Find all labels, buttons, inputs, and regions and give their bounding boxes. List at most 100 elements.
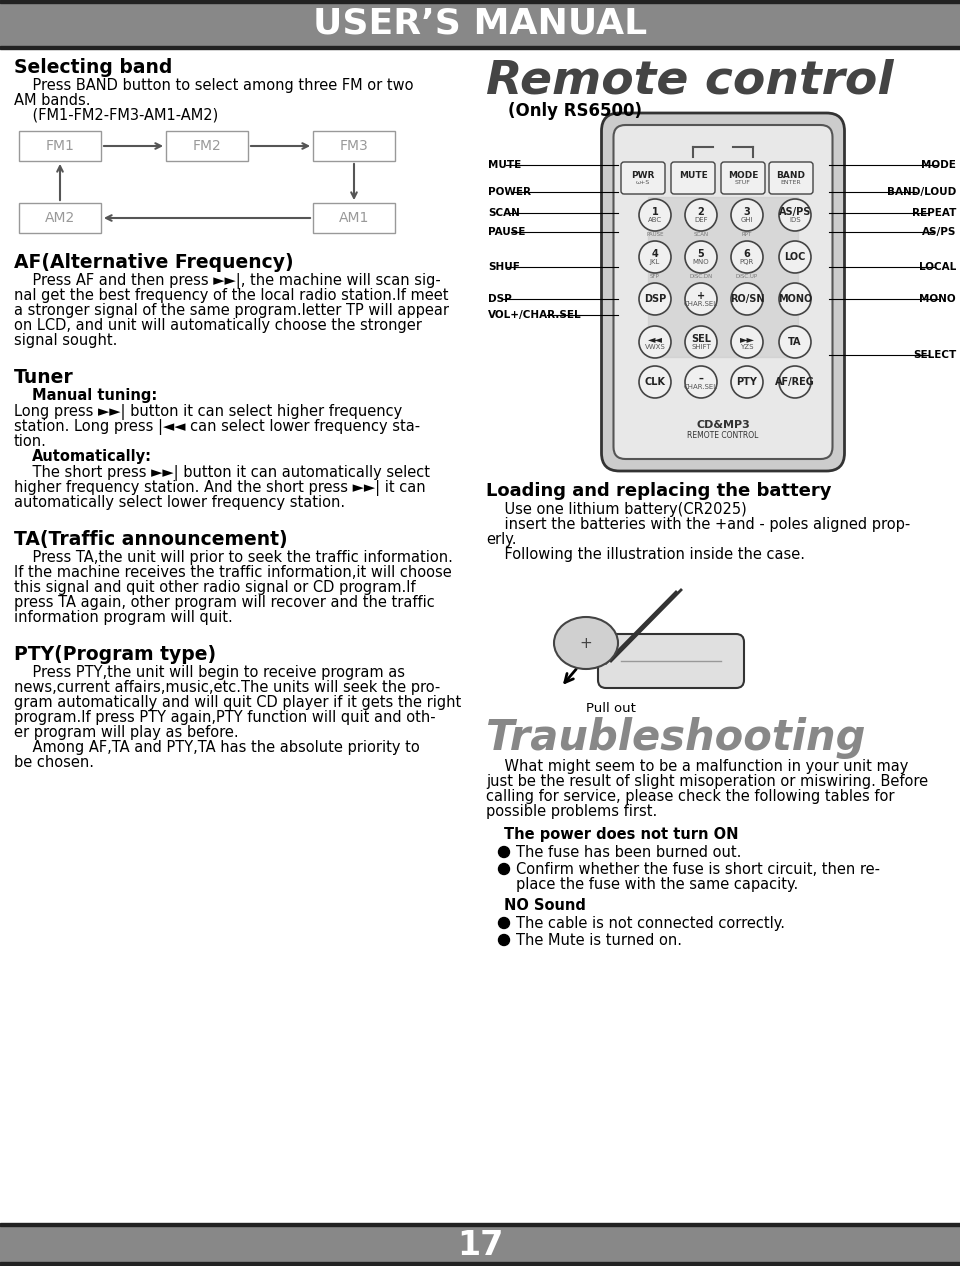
Circle shape [731,284,763,315]
Text: calling for service, please check the following tables for: calling for service, please check the fo… [486,789,895,804]
Bar [648,197,798,357]
Bar [0,0,960,3]
Text: Remote control: Remote control [486,58,894,103]
Text: AF/REG: AF/REG [775,377,815,387]
Text: PTY(Program type): PTY(Program type) [14,644,216,663]
Circle shape [685,366,717,398]
Text: NO Sound: NO Sound [504,898,586,913]
Circle shape [498,934,510,946]
Text: SHUF: SHUF [488,262,520,272]
Text: CLK: CLK [644,377,665,387]
Text: LOC: LOC [784,252,805,262]
Text: 17: 17 [457,1229,503,1262]
Text: Press TA,the unit will prior to seek the traffic information.: Press TA,the unit will prior to seek the… [14,549,453,565]
Text: this signal and quit other radio signal or CD program.If: this signal and quit other radio signal … [14,580,416,595]
Circle shape [685,284,717,315]
Text: STUF: STUF [735,180,751,185]
Text: station. Long press |◄◄ can select lower frequency sta-: station. Long press |◄◄ can select lower… [14,419,420,436]
Text: on LCD, and unit will automatically choose the stronger: on LCD, and unit will automatically choo… [14,318,421,333]
Text: VOL+/CHAR.SEL: VOL+/CHAR.SEL [488,310,582,320]
Text: YZS: YZS [740,344,754,349]
Text: be chosen.: be chosen. [14,755,94,770]
Text: BAND/LOUD: BAND/LOUD [887,187,956,197]
Bar [0,0,960,46]
Circle shape [779,366,811,398]
Text: RO/SN: RO/SN [730,294,764,304]
Ellipse shape [554,617,618,668]
Text: DISC.DN: DISC.DN [689,273,712,279]
Text: Pull out: Pull out [586,703,636,715]
Text: Press BAND button to select among three FM or two: Press BAND button to select among three … [14,78,414,92]
Text: The Mute is turned on.: The Mute is turned on. [516,933,682,948]
Circle shape [498,863,510,875]
Text: AF(Alternative Frequency): AF(Alternative Frequency) [14,253,294,272]
Text: Automatically:: Automatically: [32,449,152,465]
FancyBboxPatch shape [621,162,665,194]
Text: 1: 1 [652,208,659,216]
Circle shape [731,327,763,358]
Text: USER’S MANUAL: USER’S MANUAL [313,6,647,41]
Text: (Only RS6500): (Only RS6500) [508,103,642,120]
Text: program.If press PTY again,PTY function will quit and oth-: program.If press PTY again,PTY function … [14,710,436,725]
Circle shape [685,327,717,358]
Text: signal sought.: signal sought. [14,333,117,348]
Text: DISC.UP: DISC.UP [736,273,758,279]
Text: RPT: RPT [742,232,752,237]
Text: Press AF and then press ►►|, the machine will scan sig-: Press AF and then press ►►|, the machine… [14,273,441,289]
Text: TA: TA [788,337,802,347]
Text: BAND: BAND [777,171,805,180]
Circle shape [498,918,510,928]
Text: FM2: FM2 [193,139,222,153]
Text: CD&MP3: CD&MP3 [696,420,750,430]
Text: MONO: MONO [920,294,956,304]
Circle shape [685,241,717,273]
Text: just be the result of slight misoperation or miswiring. Before: just be the result of slight misoperatio… [486,774,928,789]
Text: MUTE: MUTE [488,160,521,170]
Text: SCAN: SCAN [488,208,520,218]
Text: information program will quit.: information program will quit. [14,610,232,625]
Circle shape [731,241,763,273]
Text: tion.: tion. [14,434,47,449]
Text: Tuner: Tuner [14,368,74,387]
Text: The short press ►►| button it can automatically select: The short press ►►| button it can automa… [14,465,430,481]
Text: AM1: AM1 [339,211,370,225]
Circle shape [639,284,671,315]
Text: erly.: erly. [486,532,516,547]
Text: TA(Traffic announcement): TA(Traffic announcement) [14,530,288,549]
Text: er program will play as before.: er program will play as before. [14,725,239,741]
Text: (FM1-FM2-FM3-AM1-AM2): (FM1-FM2-FM3-AM1-AM2) [14,108,218,123]
Text: PWR: PWR [632,171,655,180]
Text: DSP: DSP [644,294,666,304]
Text: MUTE: MUTE [679,171,708,180]
Text: 4: 4 [652,249,659,260]
Text: AS/PS: AS/PS [922,227,956,237]
Text: higher frequency station. And the short press ►►| it can: higher frequency station. And the short … [14,480,425,496]
Text: The cable is not connected correctly.: The cable is not connected correctly. [516,917,785,931]
Text: SEL: SEL [691,334,711,344]
Bar [0,46,960,49]
Text: JKL: JKL [650,260,660,265]
FancyBboxPatch shape [598,634,744,687]
Text: What might seem to be a malfunction in your unit may: What might seem to be a malfunction in y… [486,760,908,774]
Text: DEF: DEF [694,216,708,223]
Text: DSP: DSP [488,294,512,304]
Text: Traubleshooting: Traubleshooting [486,717,865,760]
Text: nal get the best frequency of the local radio station.If meet: nal get the best frequency of the local … [14,287,448,303]
Text: FM3: FM3 [340,139,369,153]
Text: VWXS: VWXS [644,344,665,349]
FancyBboxPatch shape [721,162,765,194]
Bar [19,203,101,233]
Text: Confirm whether the fuse is short circuit, then re-: Confirm whether the fuse is short circui… [516,862,880,877]
Text: ►►: ►► [739,334,755,344]
FancyBboxPatch shape [613,125,832,460]
Text: ENTER: ENTER [780,180,802,185]
Circle shape [779,199,811,230]
FancyBboxPatch shape [769,162,813,194]
Text: AM2: AM2 [45,211,75,225]
Text: insert the batteries with the +and - poles aligned prop-: insert the batteries with the +and - pol… [486,517,910,532]
Text: press TA again, other program will recover and the traffic: press TA again, other program will recov… [14,595,435,610]
Text: MODE: MODE [728,171,758,180]
Bar [0,1262,960,1265]
Text: SELECT: SELECT [913,349,956,360]
Bar [693,147,753,157]
